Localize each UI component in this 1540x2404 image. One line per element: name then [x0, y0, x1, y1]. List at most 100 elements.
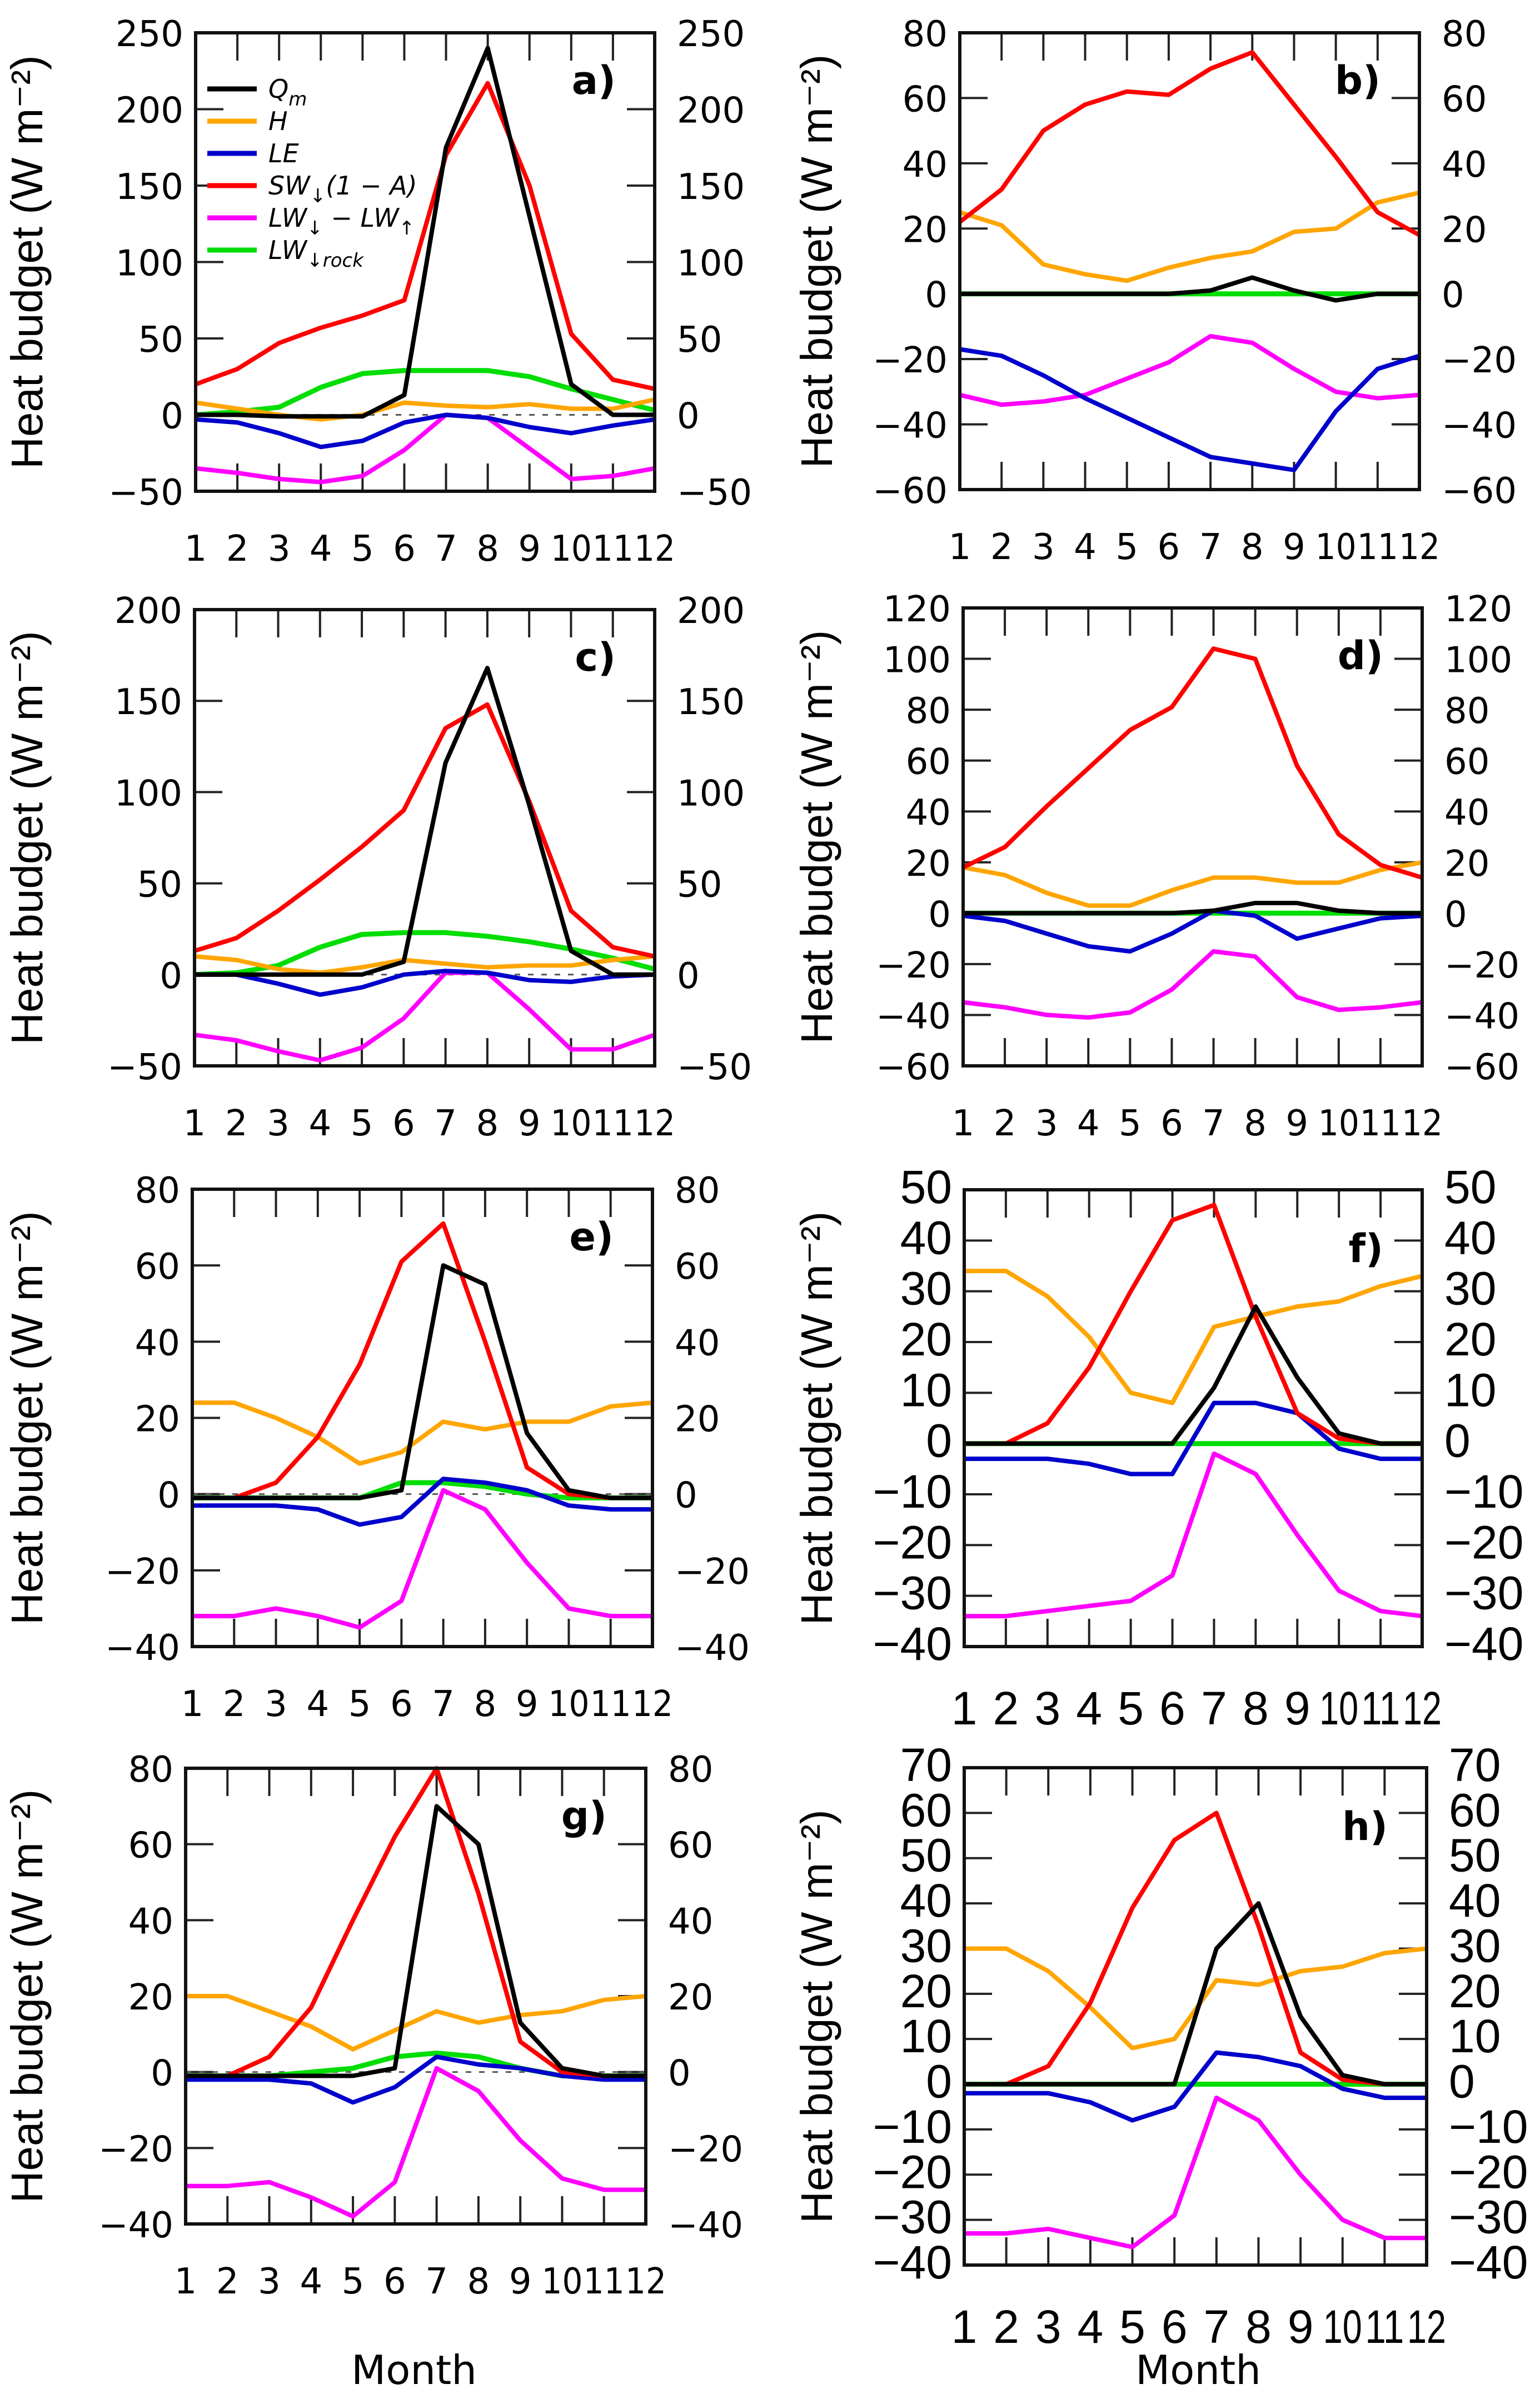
y-tick-label-right: −40: [1444, 996, 1519, 1037]
y-tick-label-left: 10: [900, 1364, 952, 1416]
x-tick-label: 12: [634, 1103, 675, 1144]
y-tick-label-left: 60: [135, 1246, 180, 1288]
x-tick-label: 8: [474, 1684, 497, 1725]
y-tick-label-left: 20: [900, 1313, 952, 1365]
y-tick-label-right: 200: [677, 91, 745, 132]
x-tick-label: 11: [1360, 1103, 1401, 1144]
y-tick-label-right: 80: [668, 1749, 713, 1790]
series-line-LE: [192, 1477, 652, 1527]
y-tick-label-left: 60: [906, 742, 951, 783]
y-tick-label-left: 10: [900, 2010, 952, 2062]
y-tick-label-left: 80: [128, 1749, 173, 1790]
y-tick-label-left: 80: [135, 1170, 180, 1211]
y-tick-label-right: −60: [1444, 1047, 1519, 1088]
x-tick-label: 3: [1034, 1682, 1060, 1734]
plot-frame: [963, 1188, 1424, 1648]
y-tick-label-right: −40: [675, 1628, 750, 1669]
y-tick-label-right: −20: [668, 2129, 743, 2170]
legend-entry-SW: SW↓​(1 − A): [268, 171, 417, 207]
y-tick-label-left: 0: [161, 396, 183, 437]
panel-label: f): [1349, 1226, 1383, 1271]
y-tick-label-left: 20: [903, 210, 948, 251]
x-tick-label: 10: [1315, 527, 1357, 568]
y-tick-label-left: 30: [900, 1919, 952, 1972]
series-line-LE: [963, 908, 1423, 954]
series-line-Qm: [963, 901, 1422, 916]
x-tick-label: 7: [1203, 2301, 1229, 2353]
y-tick-label-right: 250: [677, 14, 745, 55]
series-line-Qm: [195, 666, 655, 977]
series-line-SW: [186, 1766, 646, 2078]
plot-frame: [963, 1766, 1428, 2267]
y-axis-label: Heat budget (W m⁻²): [2, 1789, 52, 2203]
panel-d: −60 −60 −40 −40 −20 −20 0 0 20 20 40 40 60 60 80 80 100 1…: [792, 589, 1519, 1144]
series-line-LE: [195, 969, 655, 997]
y-tick-label-left: −40: [876, 996, 951, 1037]
y-tick-label-right: 20: [1449, 1965, 1501, 2017]
y-tick-label-right: 150: [677, 167, 745, 208]
y-tick-label-right: −40: [1444, 1618, 1524, 1670]
y-tick-label-right: 20: [675, 1399, 720, 1440]
x-tick-label: 10: [550, 1103, 591, 1144]
y-tick-label-left: −40: [873, 406, 948, 447]
x-tick-label: 12: [1403, 1682, 1442, 1734]
series-line-H: [195, 397, 655, 422]
series-line-LW: [964, 1451, 1423, 1619]
x-tick-label: 6: [1162, 2301, 1188, 2353]
x-tick-label: 6: [1160, 1103, 1183, 1144]
y-tick-label-left: 20: [128, 1977, 173, 2018]
y-tick-label-left: 0: [151, 2053, 173, 2094]
series-line-Qm: [964, 1304, 1422, 1446]
y-tick-label-left: 60: [900, 1784, 952, 1836]
series-line-SW: [964, 1811, 1427, 2087]
y-tick-label-right: −20: [1444, 1516, 1524, 1568]
y-tick-label-right: −20: [675, 1552, 750, 1593]
x-tick-label: 10: [548, 1684, 589, 1725]
y-tick-label-right: 80: [1442, 14, 1487, 55]
y-tick-label-left: 100: [883, 640, 951, 681]
y-tick-label-left: 80: [903, 14, 948, 55]
y-tick-label-right: −20: [1444, 945, 1519, 986]
y-tick-label-right: −20: [1449, 2146, 1528, 2198]
y-tick-label-left: 0: [157, 1475, 180, 1517]
panel-label: e): [570, 1214, 614, 1260]
y-tick-label-left: −10: [873, 2101, 953, 2153]
panel-label: g): [561, 1793, 607, 1839]
y-tick-label-left: 150: [114, 682, 182, 723]
series-line-LE: [964, 2050, 1427, 2123]
y-tick-label-left: −20: [98, 2129, 173, 2170]
y-tick-label-left: 40: [903, 144, 948, 186]
x-tick-label: 7: [1201, 1682, 1227, 1734]
y-tick-label-right: −20: [1442, 340, 1517, 381]
y-tick-label-right: 0: [677, 396, 700, 437]
x-tick-label: 7: [1202, 1103, 1225, 1144]
y-tick-label-left: −40: [98, 2205, 173, 2246]
x-tick-label: 10: [551, 528, 592, 570]
series-line-Qm: [964, 1901, 1427, 2087]
series-line-LW: [959, 334, 1420, 407]
panel-label: b): [1335, 58, 1380, 103]
y-tick-label-right: −10: [1449, 2101, 1528, 2153]
x-tick-label: 2: [223, 1684, 246, 1725]
y-tick-label-right: 50: [677, 865, 722, 906]
x-tick-label: 3: [268, 528, 291, 570]
panel-label: c): [575, 635, 616, 680]
y-tick-label-left: 50: [900, 1829, 952, 1882]
y-axis-label: Heat budget (W m⁻²): [792, 54, 841, 468]
y-axis-label: Heat budget (W m⁻²): [2, 1211, 52, 1625]
legend-entry-LE: LE: [268, 138, 299, 168]
x-tick-label: 2: [994, 1103, 1016, 1144]
y-tick-label-left: −40: [105, 1628, 180, 1669]
series-line-H: [963, 860, 1423, 908]
series-line-Qm: [196, 46, 655, 419]
x-axis-label-left: Month: [351, 2347, 477, 2393]
y-tick-label-left: 40: [900, 1211, 952, 1264]
y-tick-label-left: −60: [876, 1047, 951, 1088]
x-tick-label: 4: [1077, 1103, 1100, 1144]
y-tick-label-right: −30: [1444, 1567, 1524, 1619]
x-tick-label: 6: [390, 1684, 413, 1725]
x-tick-label: 4: [308, 1103, 331, 1144]
y-tick-label-left: 50: [137, 865, 182, 906]
